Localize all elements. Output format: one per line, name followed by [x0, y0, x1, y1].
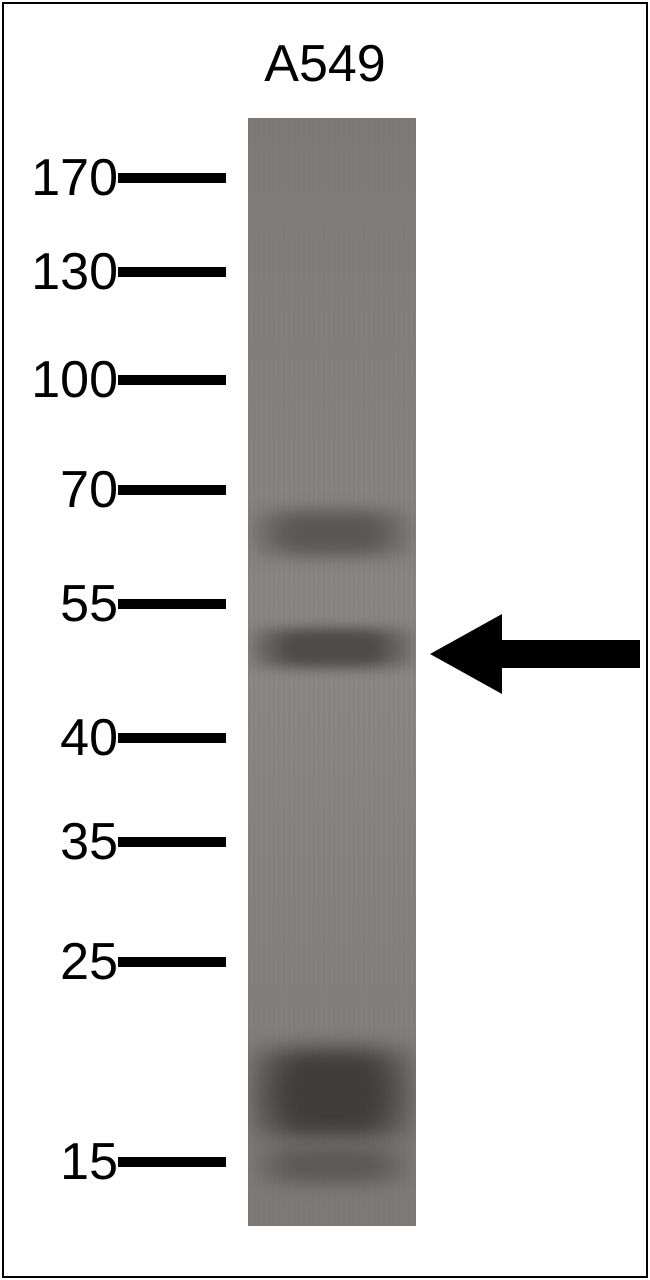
mw-tick — [118, 173, 226, 183]
mw-tick — [118, 837, 226, 847]
mw-tick — [118, 957, 226, 967]
mw-label: 70 — [8, 460, 118, 520]
mw-tick — [118, 733, 226, 743]
mw-label: 130 — [8, 242, 118, 302]
arrow-head-icon — [430, 614, 502, 694]
gel-lane — [248, 118, 416, 1226]
mw-label: 100 — [8, 350, 118, 410]
target-band-arrow — [430, 608, 640, 698]
mw-label: 170 — [8, 148, 118, 208]
protein-band — [252, 510, 412, 556]
mw-tick — [118, 485, 226, 495]
mw-tick — [118, 375, 226, 385]
mw-label: 55 — [8, 574, 118, 634]
mw-label: 40 — [8, 708, 118, 768]
protein-band — [248, 1048, 416, 1138]
mw-tick — [118, 599, 226, 609]
western-blot-figure: A549 170 130 100 70 55 40 35 25 15 — [0, 0, 650, 1280]
lane-label-a549: A549 — [235, 34, 415, 94]
protein-band — [250, 628, 414, 668]
mw-label: 15 — [8, 1132, 118, 1192]
mw-tick — [118, 267, 226, 277]
protein-band — [254, 1146, 410, 1184]
mw-label: 25 — [8, 932, 118, 992]
arrow-shaft — [492, 640, 640, 668]
mw-tick — [118, 1157, 226, 1167]
mw-label: 35 — [8, 812, 118, 872]
